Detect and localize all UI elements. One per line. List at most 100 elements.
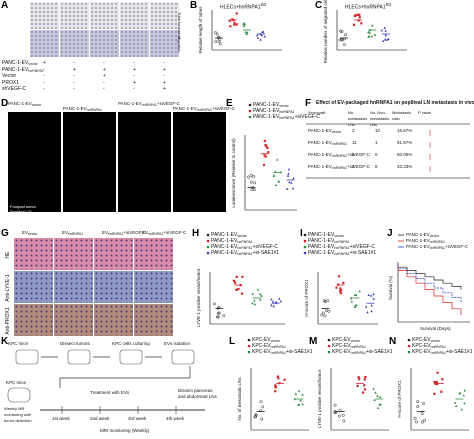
name-label: PANC-1-EVhnRNPA1+siVEGF-C bbox=[253, 114, 320, 121]
text-part: +si-SAE1#1 bbox=[365, 349, 393, 355]
step-label: KPC cells culturing bbox=[112, 341, 150, 346]
text-part: +si-SAE1#1 bbox=[285, 349, 313, 355]
text-part: hnRNPA1 bbox=[28, 68, 44, 73]
text-part: hnRNPA1 bbox=[148, 232, 164, 236]
dot bbox=[341, 413, 345, 417]
dot bbox=[354, 14, 357, 17]
dot bbox=[358, 289, 361, 293]
dot bbox=[361, 391, 365, 394]
text-part: +siVEGF-C bbox=[211, 106, 235, 111]
panel-title: HLECs+hnRNPA1KD bbox=[220, 2, 266, 11]
y-axis-label: Survival (%) bbox=[388, 275, 393, 300]
dot bbox=[291, 187, 295, 190]
dot bbox=[376, 406, 380, 409]
histology bbox=[14, 304, 53, 336]
text-part: vector bbox=[237, 234, 247, 238]
cell: 33.33% bbox=[397, 164, 413, 169]
dot bbox=[266, 146, 269, 150]
dot bbox=[259, 400, 263, 404]
step-label: MRI monitoring (Weekly) bbox=[100, 428, 150, 433]
dot bbox=[293, 397, 296, 401]
dot bbox=[229, 25, 232, 28]
legend-marker bbox=[407, 338, 411, 342]
text-part: PANC-1-EV bbox=[8, 101, 32, 106]
step-label: EVs isolation bbox=[164, 341, 191, 346]
sign: - bbox=[133, 60, 135, 66]
sign: + bbox=[163, 79, 166, 86]
sign: - bbox=[103, 86, 105, 92]
survival-curve bbox=[397, 264, 462, 316]
dot bbox=[256, 288, 260, 291]
name-label: PANC-1-EVhnRNPA1+si-SAE1#1 bbox=[211, 250, 279, 257]
text-part: +siVEGF-C bbox=[252, 244, 279, 250]
dot bbox=[436, 371, 439, 374]
dot bbox=[243, 23, 247, 26]
dot bbox=[454, 404, 458, 408]
dot bbox=[278, 297, 281, 300]
dot bbox=[264, 144, 267, 147]
name-label: PANC-1-EVhnRNPA1 bbox=[211, 238, 253, 245]
dot bbox=[367, 35, 370, 38]
dot bbox=[274, 183, 278, 187]
panel-label: M bbox=[309, 336, 318, 347]
name-label: KPC-EVhnRNPA1+si-SAE1#1 bbox=[412, 349, 472, 356]
histology bbox=[134, 271, 173, 303]
dot bbox=[297, 389, 301, 393]
sign: - bbox=[73, 60, 75, 66]
dot bbox=[214, 31, 217, 35]
name-label: PANC-1-EVhnRNPA1 bbox=[308, 140, 347, 147]
name-label: PANC-1-EVhnRNPA1 bbox=[63, 106, 102, 113]
text-part: PANC-1-EV bbox=[308, 140, 332, 145]
dot bbox=[357, 376, 360, 379]
sign: + bbox=[133, 79, 136, 86]
dot bbox=[355, 303, 358, 307]
text-part: hnRNPA1 bbox=[86, 108, 102, 112]
dot bbox=[416, 400, 420, 404]
sign: + bbox=[163, 66, 166, 73]
mouse-image bbox=[173, 112, 226, 212]
text-part: HLECs+hnRNPA1 bbox=[220, 4, 261, 11]
sign: + bbox=[163, 86, 166, 92]
legend-marker bbox=[206, 239, 210, 243]
step-icon bbox=[15, 349, 39, 365]
dot bbox=[286, 187, 289, 190]
dot bbox=[288, 180, 291, 184]
text-part: PANC-1-EV bbox=[406, 244, 430, 249]
dot bbox=[274, 384, 277, 387]
dot bbox=[423, 418, 427, 422]
dot bbox=[369, 294, 373, 297]
text-part: hnRNPA1 bbox=[429, 246, 445, 250]
legend-marker bbox=[407, 350, 411, 354]
text-part: PROX1 bbox=[2, 79, 19, 86]
text-part: KPC-EV bbox=[332, 343, 351, 349]
dot bbox=[360, 22, 363, 25]
dot bbox=[267, 151, 270, 154]
step-label: Weekly MR monitoring until tumor detecti… bbox=[4, 406, 32, 423]
name-label: KPC-EVhnRNPA1+si-SAE1#1 bbox=[252, 349, 312, 356]
dot bbox=[233, 21, 236, 25]
cell: 6 bbox=[375, 152, 378, 157]
dot bbox=[259, 298, 262, 301]
text-part: hnRNPA1 bbox=[334, 240, 350, 244]
dot bbox=[297, 403, 300, 406]
dot bbox=[358, 378, 361, 381]
name-label: EVvector bbox=[22, 230, 38, 237]
legend-marker bbox=[247, 344, 251, 348]
text-part: +si-SAE1#1 bbox=[349, 250, 377, 256]
dot bbox=[353, 305, 357, 309]
histology bbox=[94, 304, 133, 336]
dot bbox=[380, 29, 384, 32]
dot bbox=[463, 401, 466, 405]
y-axis-label: LYVE-1 positive vessel/tumor bbox=[196, 268, 201, 328]
dot bbox=[420, 412, 424, 416]
sign: + bbox=[43, 60, 46, 66]
text-part: EV bbox=[22, 230, 29, 235]
name-label: EVhnRNPA1+siVEGF-C bbox=[102, 230, 146, 237]
dot bbox=[261, 30, 264, 33]
text-part: hnRNPA1 bbox=[270, 351, 286, 355]
step-icon bbox=[119, 349, 143, 365]
dot bbox=[253, 299, 256, 302]
panel-title: HLECs+hnRNPA1KD bbox=[345, 2, 391, 11]
dot bbox=[301, 403, 304, 406]
